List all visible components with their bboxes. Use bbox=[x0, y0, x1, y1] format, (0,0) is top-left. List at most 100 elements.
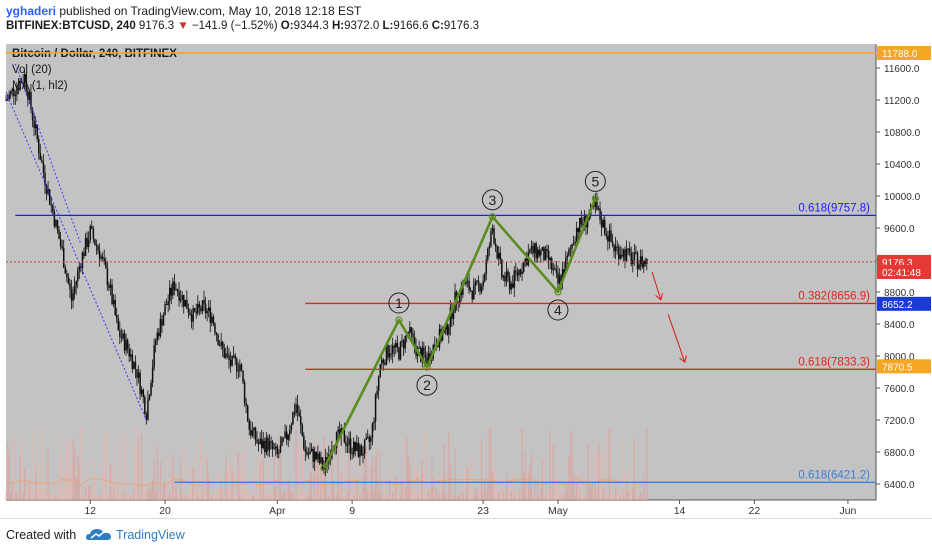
volume-bar bbox=[480, 439, 483, 500]
candle-body bbox=[407, 332, 410, 334]
candle-body bbox=[39, 153, 42, 161]
chart-area[interactable]: Bitcoin / Dollar, 240, BITFINEX Vol (20) M… bbox=[0, 38, 932, 518]
volume-bar bbox=[290, 492, 293, 500]
candle-body bbox=[248, 420, 251, 430]
volume-bar bbox=[195, 456, 197, 500]
volume-bar bbox=[459, 492, 461, 500]
candle-body bbox=[78, 266, 81, 271]
volume-bar bbox=[35, 469, 37, 500]
price-chart[interactable]: Bitcoin / Dollar, 240, BITFINEX Vol (20) M… bbox=[0, 38, 932, 518]
candle-body bbox=[404, 335, 406, 349]
projection-arrow-head bbox=[679, 355, 687, 363]
candle-body bbox=[14, 94, 17, 96]
candle-body bbox=[628, 248, 631, 253]
candle-body bbox=[301, 424, 304, 436]
volume-bar bbox=[183, 444, 185, 500]
volume-bar bbox=[108, 494, 110, 500]
symbol-label[interactable]: BITFINEX:BTCUSD, 240 bbox=[6, 20, 136, 32]
volume-bar bbox=[287, 481, 289, 500]
volume-bar bbox=[77, 455, 79, 500]
author-link[interactable]: yghaderi bbox=[6, 4, 57, 18]
volume-bar bbox=[309, 470, 311, 500]
volume-bar bbox=[615, 485, 617, 500]
candle-body bbox=[13, 88, 15, 96]
candle-body bbox=[468, 280, 470, 291]
candle-body bbox=[119, 330, 121, 337]
candle-body bbox=[222, 342, 224, 349]
volume-bar bbox=[540, 489, 542, 500]
candle-body bbox=[260, 438, 263, 448]
candle-body bbox=[9, 91, 12, 95]
volume-bar bbox=[66, 439, 68, 500]
volume-bar bbox=[41, 427, 43, 500]
candle-body bbox=[345, 442, 347, 446]
volume-bar bbox=[569, 430, 572, 500]
candle-body bbox=[309, 451, 311, 454]
volume-bar bbox=[265, 494, 268, 500]
volume-bar bbox=[538, 495, 540, 500]
volume-bar bbox=[382, 491, 385, 500]
candle-body bbox=[488, 246, 491, 249]
candle-body bbox=[314, 451, 316, 462]
candle-body bbox=[108, 285, 110, 288]
volume-bar bbox=[217, 474, 219, 500]
volume-bar bbox=[437, 495, 439, 500]
candle-body bbox=[273, 448, 275, 450]
volume-bar bbox=[259, 460, 261, 500]
volume-bar bbox=[418, 469, 420, 500]
candle-body bbox=[625, 248, 628, 261]
volume-bar bbox=[275, 485, 277, 500]
volume-bar bbox=[594, 483, 597, 500]
volume-bar bbox=[597, 442, 600, 500]
candle-body bbox=[368, 436, 371, 442]
volume-bar bbox=[306, 494, 308, 500]
volume-bar bbox=[161, 495, 163, 500]
x-tick-label: May bbox=[548, 505, 569, 517]
candle-body bbox=[254, 427, 257, 441]
close-label: C: bbox=[431, 20, 444, 32]
x-tick-label: 14 bbox=[674, 505, 686, 517]
volume-bar bbox=[296, 495, 299, 500]
wave-label-circle bbox=[416, 374, 438, 396]
candle-body bbox=[549, 258, 551, 261]
candle-body bbox=[351, 453, 353, 455]
volume-bar bbox=[72, 438, 74, 500]
volume-bar bbox=[582, 481, 584, 500]
volume-bar bbox=[367, 492, 369, 500]
volume-bar bbox=[49, 495, 51, 500]
volume-bar bbox=[470, 484, 472, 500]
candle-body bbox=[367, 436, 369, 438]
volume-bar bbox=[586, 443, 589, 500]
created-with-label: Created with bbox=[6, 528, 77, 542]
y-tick-label: 8000.0 bbox=[884, 352, 915, 363]
candle-body bbox=[558, 275, 561, 284]
volume-bar bbox=[151, 479, 154, 500]
candle-body bbox=[627, 248, 629, 250]
y-tick-label: 9600.0 bbox=[884, 224, 915, 235]
projection-arrow bbox=[651, 271, 662, 301]
candle-body bbox=[388, 353, 391, 358]
candle-body bbox=[237, 370, 240, 372]
tradingview-brand-link[interactable]: TradingView bbox=[116, 528, 185, 542]
volume-bar bbox=[141, 433, 143, 500]
candle-body bbox=[356, 442, 358, 451]
volume-bar bbox=[466, 466, 469, 500]
open-value: 9344.3 bbox=[293, 20, 329, 32]
volume-bar bbox=[75, 476, 77, 500]
volume-bar bbox=[378, 493, 380, 500]
volume-bar bbox=[30, 484, 32, 500]
volume-bar bbox=[390, 457, 392, 500]
candle-body bbox=[184, 299, 187, 307]
wave-pivot-point bbox=[554, 288, 562, 296]
candle-body bbox=[220, 342, 222, 346]
candle-body bbox=[365, 437, 367, 440]
tradingview-cloud-icon[interactable] bbox=[86, 527, 112, 543]
fib-level-label: 0.618(7833.3) bbox=[798, 356, 870, 368]
volume-bar bbox=[516, 494, 519, 500]
volume-bar bbox=[583, 495, 586, 500]
volume-bar bbox=[420, 492, 422, 500]
candle-body bbox=[203, 300, 205, 304]
candle-body bbox=[217, 334, 219, 345]
volume-bar bbox=[568, 456, 570, 500]
volume-bar bbox=[384, 479, 386, 500]
